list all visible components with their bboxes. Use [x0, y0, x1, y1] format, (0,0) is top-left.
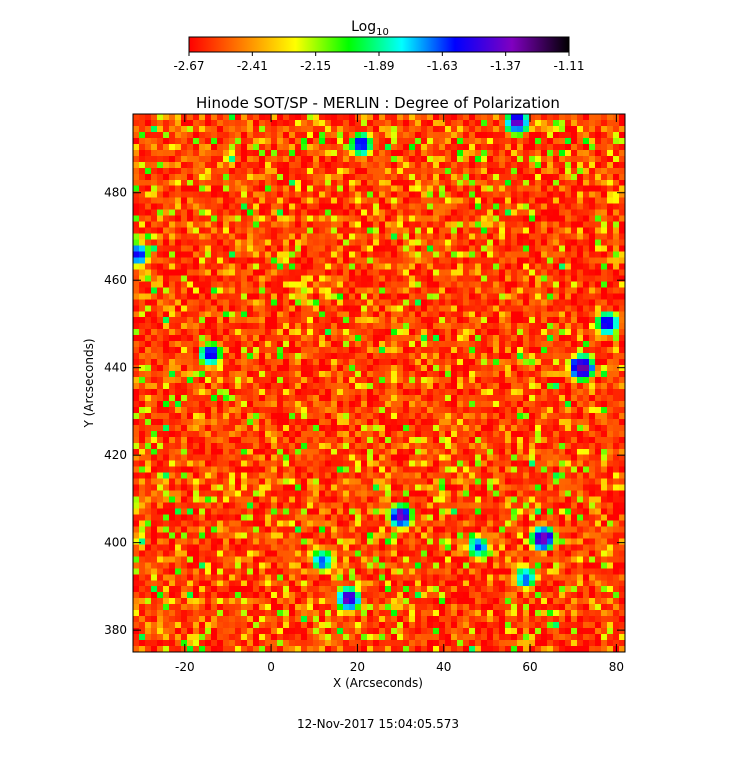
heatmap-image [133, 114, 625, 652]
colorbar-tick-label: -1.63 [427, 59, 458, 73]
x-tick-label: 60 [522, 660, 537, 674]
y-tick-label: 440 [104, 361, 127, 375]
colorbar-gradient [188, 36, 570, 53]
colorbar-tick-label: -1.11 [553, 59, 584, 73]
y-tick-label: 400 [104, 536, 127, 550]
colorbar-title: Log10 [351, 19, 389, 38]
x-tick-label: -20 [175, 660, 195, 674]
colorbar-tick-label: -1.89 [363, 59, 394, 73]
colorbar-ticks: -2.67 -2.41 -2.15 -1.89 -1.63 -1.37 -1.11 [173, 52, 585, 73]
y-tick-label: 420 [104, 448, 127, 462]
x-tick-label: 0 [267, 660, 275, 674]
colorbar-tick-label: -2.41 [237, 59, 268, 73]
colorbar-tick-label: -2.15 [300, 59, 331, 73]
y-axis: 380 400 420 440 460 480 [104, 186, 625, 637]
x-tick-label: 40 [436, 660, 451, 674]
y-tick-label: 480 [104, 186, 127, 200]
chart-title: Hinode SOT/SP - MERLIN : Degree of Polar… [196, 94, 560, 112]
colorbar: Log10 -2.67 -2.41 -2.15 -1.89 -1.63 -1.37 -1.1… [173, 19, 584, 73]
heatmap-raster [133, 114, 625, 652]
x-axis: -20 0 20 40 60 80 [175, 114, 624, 674]
colorbar-tick-label: -1.37 [490, 59, 521, 73]
x-axis-label: X (Arcseconds) [333, 676, 423, 690]
y-tick-label: 380 [104, 623, 127, 637]
y-tick-label: 460 [104, 273, 127, 287]
plot-frame [132, 113, 626, 653]
colorbar-tick-label: -2.67 [173, 59, 204, 73]
x-tick-label: 20 [350, 660, 365, 674]
x-tick-label: 80 [609, 660, 624, 674]
timestamp: 12-Nov-2017 15:04:05.573 [297, 717, 459, 731]
y-axis-label: Y (Arcseconds) [82, 338, 96, 428]
